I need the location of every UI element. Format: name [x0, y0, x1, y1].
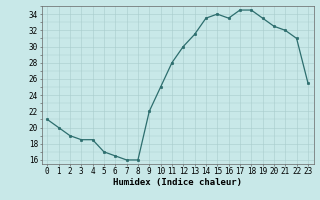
X-axis label: Humidex (Indice chaleur): Humidex (Indice chaleur)	[113, 178, 242, 187]
